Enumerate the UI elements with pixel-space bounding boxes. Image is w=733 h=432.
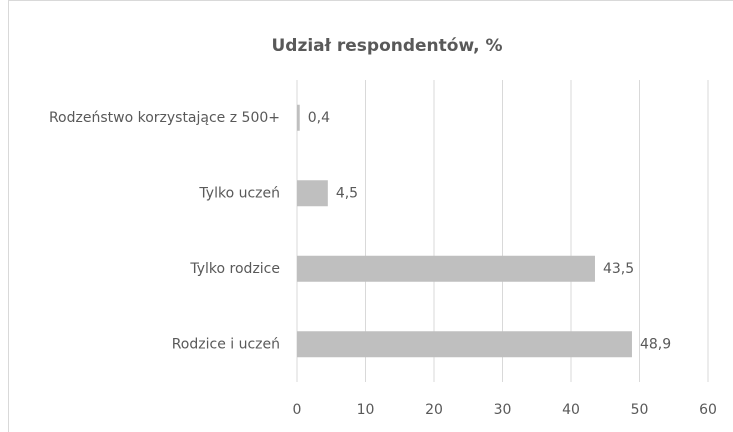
x-tick-label: 40 (562, 402, 580, 418)
bar (297, 180, 328, 207)
x-tick-label: 0 (293, 402, 302, 418)
value-label: 48,9 (640, 336, 671, 352)
chart-title: Udział respondentów, % (271, 36, 502, 56)
value-label: 4,5 (336, 185, 358, 201)
value-label: 0,4 (308, 110, 330, 126)
y-tick-label: Tylko rodzice (189, 261, 280, 277)
y-tick-label: Rodzice i uczeń (172, 336, 280, 352)
x-tick-label: 30 (494, 402, 512, 418)
bar (297, 255, 595, 282)
x-tick-label: 50 (631, 402, 649, 418)
bar (297, 104, 300, 131)
bar (297, 331, 632, 358)
chart-border (8, 0, 733, 432)
x-tick-label: 60 (699, 402, 717, 418)
x-tick-label: 10 (357, 402, 375, 418)
value-label: 43,5 (603, 261, 634, 277)
y-tick-label: Tylko uczeń (198, 185, 280, 201)
y-tick-label: Rodzeństwo korzystające z 500+ (49, 110, 280, 126)
x-tick-label: 20 (425, 402, 443, 418)
